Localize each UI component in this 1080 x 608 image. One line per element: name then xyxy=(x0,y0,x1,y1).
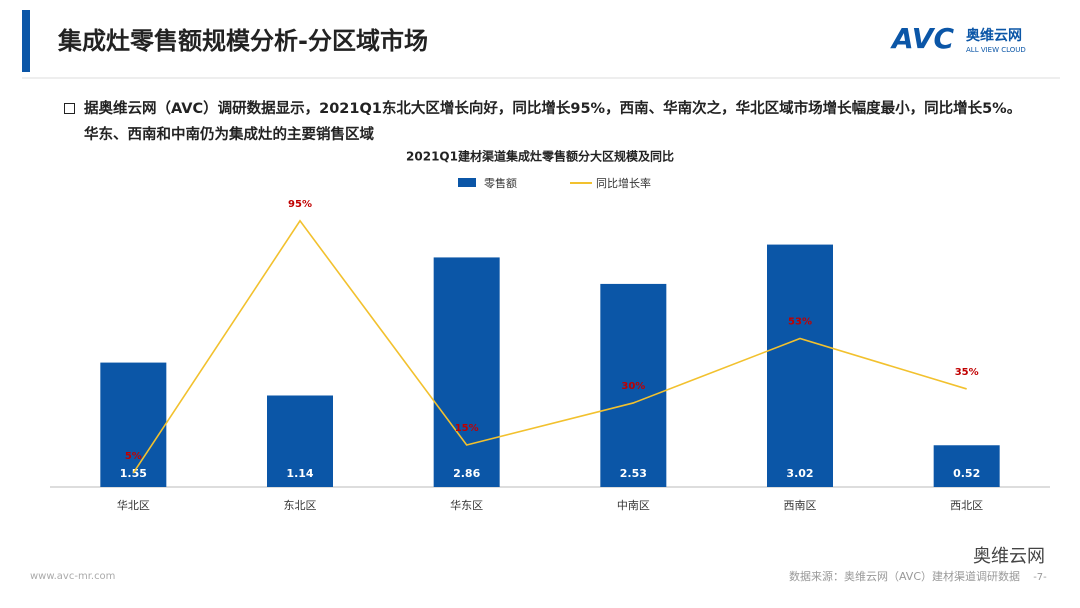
bar-value-label: 2.86 xyxy=(453,467,480,480)
x-tick-label: 华东区 xyxy=(450,498,483,512)
bar xyxy=(767,244,833,487)
line-value-label: 35% xyxy=(955,367,979,378)
bullet-text: 据奥维云网（AVC）调研数据显示，2021Q1东北大区增长向好，同比增长95%，… xyxy=(84,101,1022,143)
x-tick-label: 西南区 xyxy=(784,499,817,512)
footer-wechat: 奥维云网 xyxy=(973,546,1045,567)
header-title: 集成灶零售额规模分析-分区域市场 xyxy=(57,27,428,55)
line-value-label: 15% xyxy=(455,423,479,434)
bar-value-label: 2.53 xyxy=(620,467,647,480)
line-value-label: 30% xyxy=(621,381,645,392)
line-value-label: 5% xyxy=(125,451,142,462)
x-tick-label: 中南区 xyxy=(617,499,650,512)
x-tick-label: 西北区 xyxy=(950,499,983,512)
legend-label: 零售额 xyxy=(484,176,517,190)
chart-title: 2021Q1建材渠道集成灶零售额分大区规模及同比 xyxy=(406,149,674,164)
bar-value-label: 3.02 xyxy=(786,467,813,480)
bullet-box xyxy=(64,103,75,114)
line xyxy=(132,219,967,474)
bar xyxy=(267,395,333,487)
bar xyxy=(433,257,500,487)
footer-website: www.avc-mr.com xyxy=(30,571,115,582)
bar xyxy=(600,283,667,487)
bar xyxy=(100,362,167,487)
legend-label: 同比增长率 xyxy=(596,176,651,190)
bar-value-label: 1.55 xyxy=(120,467,147,480)
line-value-label: 53% xyxy=(788,317,812,328)
header-bar xyxy=(22,10,30,72)
legend-swatch xyxy=(458,178,476,187)
x-tick-label: 华北区 xyxy=(117,498,150,512)
line-value-label: 95% xyxy=(288,199,312,210)
logo-mark: AVC xyxy=(890,22,954,55)
bar-value-label: 0.52 xyxy=(953,467,980,480)
logo-tagline: ALL VIEW CLOUD xyxy=(966,46,1026,54)
bar xyxy=(933,445,1000,487)
x-tick-label: 东北区 xyxy=(284,499,317,512)
bar-value-label: 1.14 xyxy=(286,467,313,480)
footer-page: -7- xyxy=(1033,572,1047,583)
footer-source: 数据来源：奥维云网（AVC）建材渠道调研数据 xyxy=(789,569,1020,583)
logo-name: 奥维云网 xyxy=(966,27,1022,44)
